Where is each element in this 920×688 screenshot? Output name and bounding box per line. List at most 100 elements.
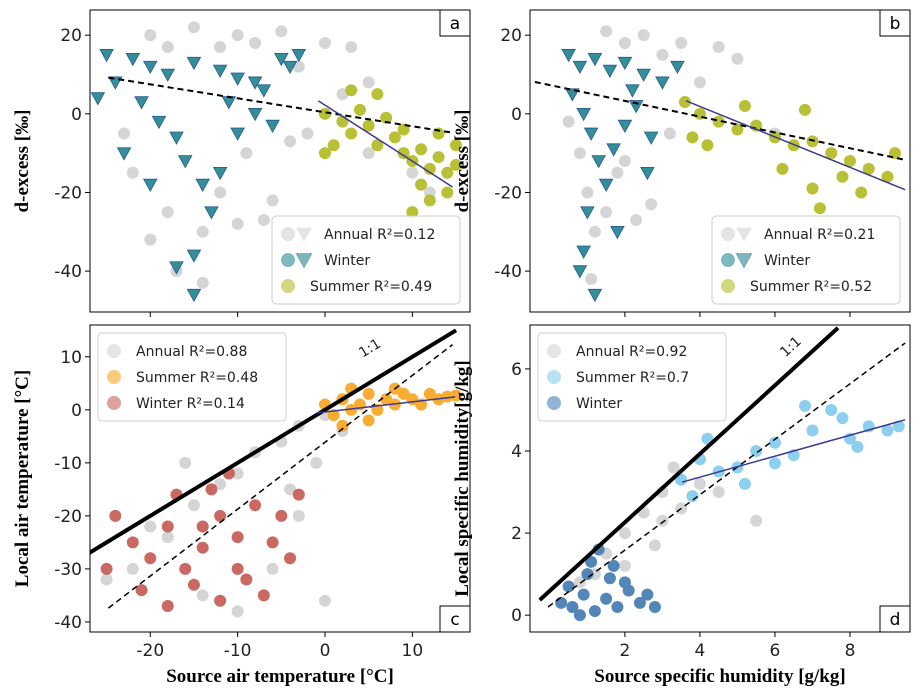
x-tick-label: 0 (320, 641, 331, 661)
y-tick-label: -40 (54, 262, 82, 282)
point (423, 194, 436, 207)
point (144, 233, 157, 246)
point (561, 49, 576, 63)
point (186, 249, 202, 263)
point (231, 29, 244, 42)
point (617, 119, 633, 134)
point (581, 568, 594, 581)
point (318, 147, 331, 160)
point (134, 96, 149, 110)
point (380, 393, 393, 406)
point (565, 88, 580, 102)
point (231, 562, 244, 575)
plot-frame (89, 9, 471, 313)
point (618, 37, 631, 50)
plot-area (90, 21, 463, 303)
point (292, 488, 305, 501)
point (693, 477, 706, 490)
point (450, 158, 463, 171)
point (406, 166, 419, 179)
point (214, 478, 227, 491)
point (881, 170, 894, 183)
legend-label: Summer R²=0.49 (310, 279, 432, 295)
point (362, 76, 375, 89)
point (423, 162, 436, 175)
point (186, 288, 202, 303)
point (667, 461, 680, 474)
point (587, 288, 603, 303)
point (712, 486, 725, 499)
point (231, 531, 244, 544)
point (247, 76, 263, 90)
point (214, 186, 227, 199)
point (196, 276, 209, 289)
point (618, 155, 631, 167)
regression-line (534, 80, 906, 161)
point (125, 52, 141, 67)
point (177, 155, 193, 169)
point (196, 225, 209, 238)
legend-label: Winter (324, 253, 370, 269)
point (204, 206, 219, 220)
legend-label: Winter (764, 253, 810, 269)
point (187, 499, 200, 512)
point (836, 412, 849, 425)
legend-box (271, 215, 461, 305)
legend: Annual R²=0.12 Winter Summer R²=0.49 (271, 215, 461, 305)
panel-label-box (439, 605, 471, 633)
point (606, 143, 621, 157)
point (144, 29, 157, 42)
point (144, 552, 157, 565)
point (179, 456, 192, 469)
point (675, 37, 688, 50)
point (562, 115, 575, 128)
point (825, 147, 838, 160)
point (611, 166, 624, 179)
legend-marker (107, 344, 121, 358)
y-tick-label: 6 (511, 360, 522, 380)
point (231, 467, 244, 480)
point (284, 135, 297, 148)
y-tick-label: 0 (511, 105, 522, 125)
y-tick-label: 20 (500, 26, 522, 46)
point (318, 107, 331, 120)
y-tick-label: 4 (511, 442, 522, 462)
point (310, 456, 323, 469)
point (881, 424, 894, 437)
y-tick-label: -20 (494, 183, 522, 203)
panel-label: c (450, 610, 459, 630)
regression-line (317, 100, 453, 188)
point (179, 562, 192, 575)
point (712, 40, 725, 53)
series (555, 543, 661, 622)
point (397, 387, 410, 400)
panel: -40 -20 0 20 d-excess [‰] b Annual R²=0.21 Wint… (452, 9, 911, 317)
panel-label-box (879, 9, 911, 37)
point (798, 399, 811, 412)
legend-marker (721, 253, 735, 267)
legend-box (97, 332, 287, 422)
series (562, 25, 781, 285)
regression-line (108, 76, 453, 134)
y-tick-label: 0 (71, 401, 82, 421)
point (345, 84, 358, 97)
point (566, 600, 579, 613)
legend-marker (296, 227, 312, 242)
point (618, 559, 631, 572)
point (892, 420, 905, 433)
series (318, 84, 463, 219)
legend-marker (547, 396, 561, 410)
series (90, 49, 307, 303)
point (275, 509, 288, 522)
point (301, 127, 314, 140)
point (573, 576, 586, 589)
plot-frame (89, 324, 471, 633)
point (603, 572, 616, 585)
panel: -40 -20 0 20 d-excess [‰] a Annual R²=0.12 Wint… (12, 9, 471, 317)
y-tick-label: -20 (54, 183, 82, 203)
point (415, 178, 428, 191)
point (161, 40, 174, 53)
point (212, 64, 228, 78)
y-tick-label: -20 (54, 507, 82, 527)
